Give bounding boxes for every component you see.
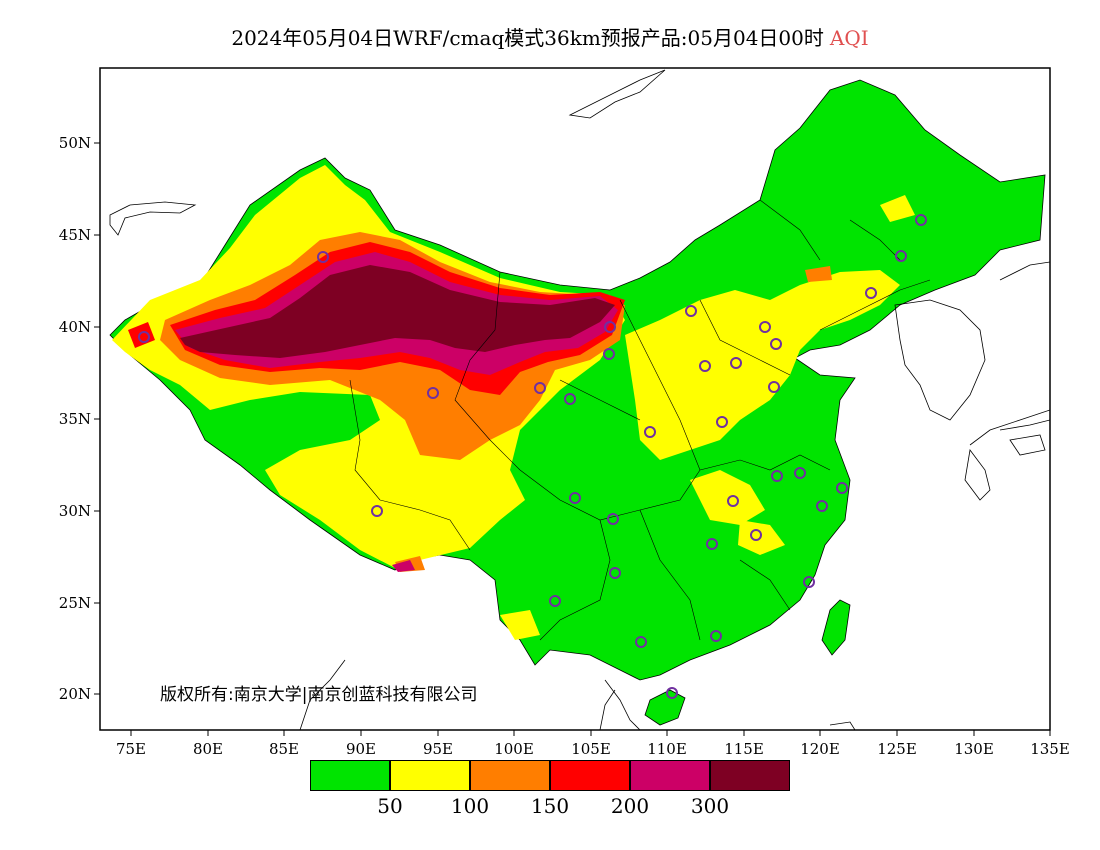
lon-tick-label: 100E [494,740,534,758]
title-main: 2024年05月04日WRF/cmaq模式36km预报产品:05月04日00时 [231,26,824,50]
lon-tick-label: 105E [571,740,611,758]
lat-tick-label: 50N [58,134,91,152]
lat-tick-label: 25N [58,594,91,612]
legend-tick-label: 150 [530,794,570,818]
lat-tick-label: 30N [58,502,91,520]
aqi-zone-moderate [625,270,900,460]
hainan-island [644,689,686,726]
lat-tick-label: 40N [58,318,91,336]
legend-swatch-moderate [390,760,470,791]
aqi-zone-moderate [880,195,915,222]
lon-tick-label: 80E [192,740,224,758]
lon-tick-label: 95E [422,740,454,758]
legend-swatch-unhealthy [550,760,630,791]
lon-tick-label: 115E [724,740,764,758]
aqi-zone-usg [805,266,832,282]
map-frame [99,67,1051,731]
copyright-text: 版权所有:南京大学|南京创蓝科技有限公司 [160,685,478,705]
legend-tick-label: 200 [610,794,650,818]
lat-tick-label: 45N [58,226,91,244]
aqi-zone-very-unhealthy [392,560,415,572]
map-title: 2024年05月04日WRF/cmaq模式36km预报产品:05月04日00时 A… [0,22,1100,51]
legend-swatch-good [310,760,390,791]
title-variable: AQI [829,26,869,50]
lat-tick-label: 20N [58,685,91,703]
lat-tick-label: 35N [58,410,91,428]
legend-tick-label: 50 [377,794,403,818]
lon-tick-label: 135E [1030,740,1070,758]
lon-tick-label: 110E [647,740,687,758]
axis-tick-marks [94,142,1051,736]
aqi-zone-unhealthy [128,322,155,348]
legend-tick-label: 300 [690,794,730,818]
map-field [109,69,1050,730]
lon-tick-label: 130E [954,740,994,758]
aqi-zone-moderate [500,610,540,640]
lon-tick-label: 120E [800,740,840,758]
legend-swatch-very-unhealthy [630,760,710,791]
aqi-zone-hazardous [180,265,615,358]
outline-coastlines [109,69,1050,730]
province-boundaries [349,199,931,641]
aqi-zone-moderate [690,470,765,525]
aqi-zone-moderate [738,520,785,555]
lon-tick-label: 90E [345,740,377,758]
legend-swatch-hazardous [710,760,790,791]
lon-tick-label: 125E [877,740,917,758]
legend-tick-label: 100 [450,794,490,818]
taiwan-island [821,599,851,656]
lon-tick-label: 85E [268,740,300,758]
city-station-markers [138,214,927,699]
lon-tick-label: 75E [115,740,147,758]
legend-swatch-usg [470,760,550,791]
